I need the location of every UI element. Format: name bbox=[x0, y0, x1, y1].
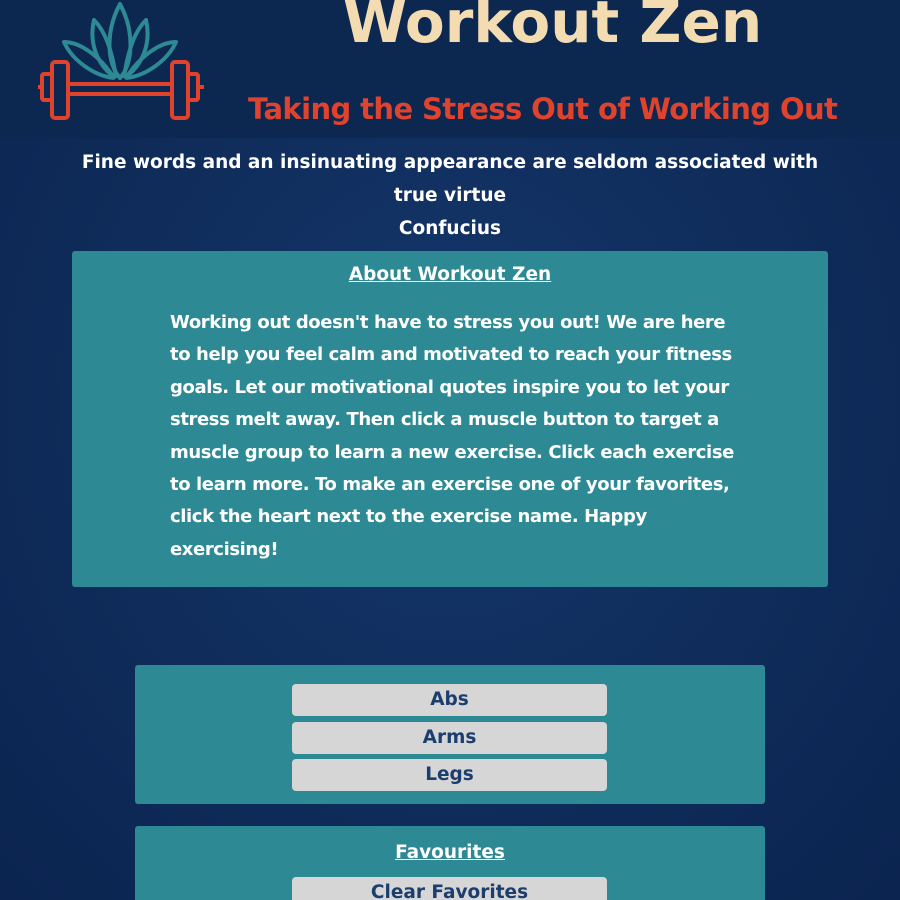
about-panel bbox=[72, 251, 828, 587]
site-tagline: Taking the Stress Out of Working Out bbox=[248, 92, 838, 126]
abs-button[interactable]: Abs bbox=[292, 684, 607, 716]
site-title: Workout Zen bbox=[343, 0, 763, 56]
about-description: Working out doesn't have to stress you o… bbox=[170, 312, 734, 560]
motivational-quote: Fine words and an insinuating appearance… bbox=[60, 146, 840, 245]
site-header: Workout Zen Taking the Stress Out of Wor… bbox=[0, 0, 900, 138]
lotus-dumbbell-icon bbox=[38, 2, 204, 120]
quote-text: Fine words and an insinuating appearance… bbox=[81, 152, 819, 206]
about-title: About Workout Zen bbox=[348, 264, 552, 285]
quote-author: Confucius bbox=[398, 218, 502, 239]
arms-button[interactable]: Arms bbox=[292, 722, 607, 754]
legs-button[interactable]: Legs bbox=[292, 759, 607, 791]
favourites-title: Favourites bbox=[395, 842, 505, 863]
clear-favorites-button[interactable]: Clear Favorites bbox=[292, 877, 607, 900]
